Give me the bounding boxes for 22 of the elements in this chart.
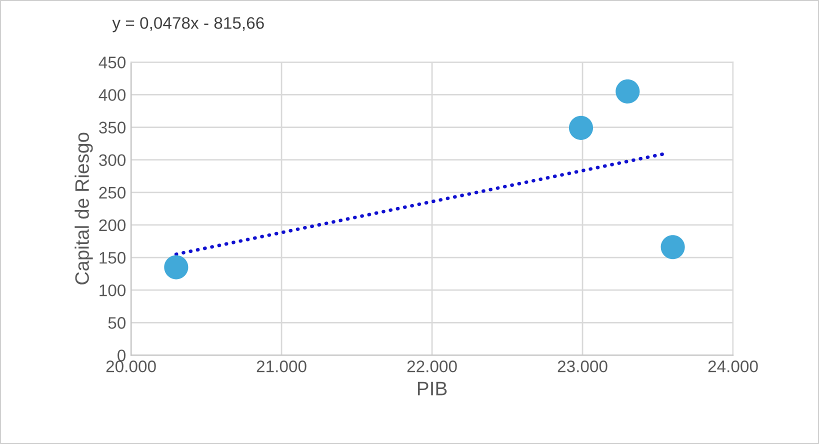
y-tick-label: 300	[99, 154, 126, 166]
x-tick-label: 24.000	[708, 360, 758, 372]
y-tick-label: 350	[99, 122, 126, 134]
point	[660, 235, 685, 260]
y-axis-title: Capital de Riesgo	[74, 132, 93, 284]
y-tick-label: 450	[98, 56, 126, 68]
x-tick-label: 22.000	[407, 360, 457, 372]
point	[164, 255, 188, 280]
point	[568, 116, 594, 140]
y-tick-label: 400	[98, 89, 126, 101]
y-tick-label: 100	[100, 284, 126, 296]
y-tick-label: 200	[99, 219, 126, 232]
text: y = 0,0478x - 815,66	[112, 17, 264, 32]
x-axis-title: PIB	[418, 382, 447, 396]
y-tick-label: 250	[99, 186, 126, 199]
x-tick-label: 21.000	[256, 360, 306, 372]
x-tick-label: 20.000	[106, 360, 156, 372]
y-tick-label: 50	[108, 317, 126, 329]
y-tick-label: 0	[118, 350, 126, 362]
x-tick-label: 23.000	[558, 360, 608, 372]
y-tick-label: 150	[100, 252, 126, 264]
point	[616, 79, 640, 104]
